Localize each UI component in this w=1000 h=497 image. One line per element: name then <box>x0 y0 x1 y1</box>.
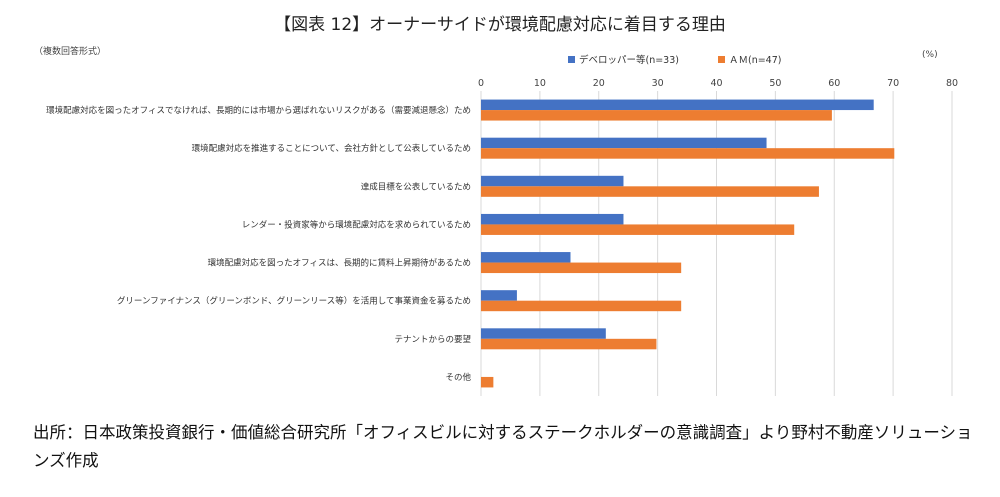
bar-developer-6 <box>481 328 606 339</box>
bar-developer-5 <box>481 290 517 301</box>
bar-developer-1 <box>481 137 767 149</box>
category-label-0: 環境配慮対応を図ったオフィスでなければ、長期的には市場から選ばれないリスクがある… <box>46 105 471 116</box>
bar-developer-0 <box>481 99 874 111</box>
bar-am-5 <box>481 300 682 312</box>
category-label-6: テナントからの要望 <box>394 334 471 345</box>
bar-developer-3 <box>481 213 624 225</box>
tick-label-50: 50 <box>769 78 781 89</box>
category-label-2: 達成目標を公表しているため <box>361 181 471 192</box>
bar-am-1 <box>481 148 895 159</box>
tick-label-30: 30 <box>652 78 664 89</box>
tick-label-0: 0 <box>478 78 484 89</box>
chart-title: 【図表 12】オーナーサイドが環境配慮対応に着目する理由 <box>274 15 726 35</box>
unit-label: (%) <box>922 50 938 60</box>
legend-swatch-developer <box>568 55 575 63</box>
legend-item-developer: デベロッパー等(n=33) <box>568 52 679 66</box>
bar-am-7 <box>481 376 494 388</box>
bar-am-2 <box>481 186 819 197</box>
tick-label-80: 80 <box>946 78 958 89</box>
category-label-7: その他 <box>445 372 471 383</box>
tick-label-40: 40 <box>710 78 722 89</box>
tick-label-10: 10 <box>534 78 546 89</box>
bar-chart: 0 10 20 30 40 50 60 70 80 環境配慮対応を図ったオフィスでなければ、長期的… <box>46 78 958 396</box>
category-label-1: 環境配慮対応を推進することについて、会社方針として公表しているため <box>192 143 471 154</box>
category-label-3: レンダー・投資家等から環境配慮対応を求められているため <box>242 219 471 230</box>
legend-swatch-am <box>718 55 725 63</box>
legend-label-am: ＡＭ(n=47) <box>729 55 782 66</box>
tick-label-20: 20 <box>593 78 605 89</box>
bar-am-6 <box>481 338 657 350</box>
source-note: 出所：日本政策投資銀行・価値総合研究所「オフィスビルに対するステークホルダーの意… <box>33 423 973 470</box>
tick-label-60: 60 <box>828 78 840 89</box>
tick-label-70: 70 <box>887 78 899 89</box>
category-label-4: 環境配慮対応を図ったオフィスは、長期的に賃料上昇期待があるため <box>208 258 471 269</box>
bar-am-0 <box>481 110 832 121</box>
bar-developer-4 <box>481 252 571 263</box>
bar-developer-2 <box>481 175 624 187</box>
legend-label-developer: デベロッパー等(n=33) <box>579 55 679 66</box>
answer-format-note: （複数回答形式） <box>34 47 107 57</box>
category-label-5: グリーンファイナンス（グリーンボンド、グリーンリース等）を活用して事業資金を募る… <box>117 296 471 307</box>
bar-am-3 <box>481 224 795 235</box>
legend-item-am: ＡＭ(n=47) <box>718 52 781 66</box>
bar-am-4 <box>481 262 682 274</box>
